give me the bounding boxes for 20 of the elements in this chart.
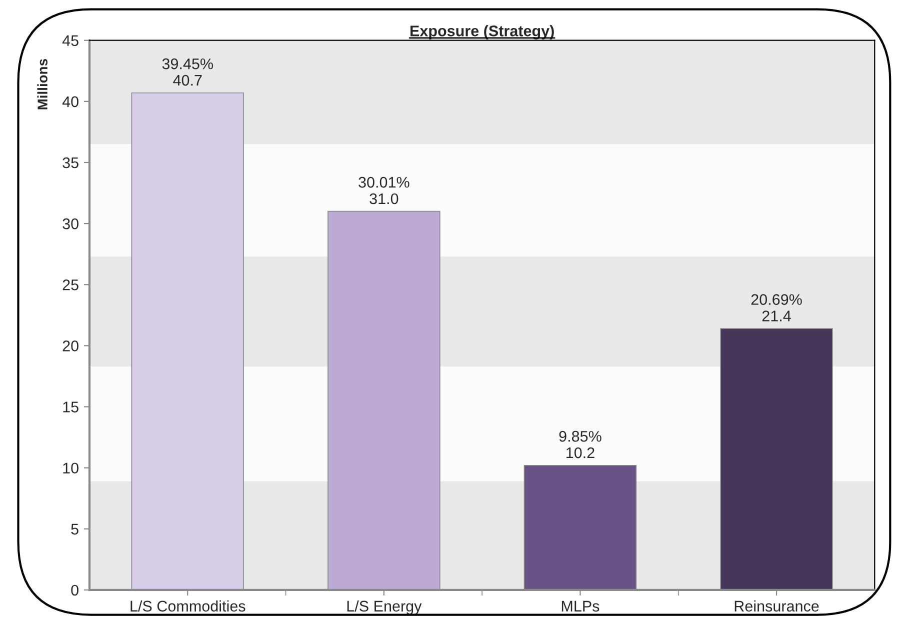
x-tick-label: L/S Energy <box>347 600 422 615</box>
data-label: 39.45% 40.7 <box>162 58 213 86</box>
y-tick-label: 5 <box>71 524 78 535</box>
y-tick-label: 35 <box>62 157 78 168</box>
y-tick-label: 45 <box>62 35 78 46</box>
y-axis-title: Millions <box>37 59 48 110</box>
y-tick-label: 25 <box>62 279 78 290</box>
chart-title: Exposure (Strategy) <box>410 25 554 40</box>
y-tick-label: 10 <box>63 462 78 474</box>
data-label: 9.85% 10.2 <box>559 430 602 458</box>
data-label: 30.01% 31.0 <box>358 176 410 204</box>
data-label: 20.69% 21.4 <box>751 294 802 322</box>
y-tick-label: 20 <box>62 340 78 352</box>
x-tick-label: Reinsurance <box>734 600 819 612</box>
y-tick-label: 40 <box>62 96 78 108</box>
y-tick-label: 30 <box>62 218 78 230</box>
x-tick-label: L/S Commodities <box>130 600 246 612</box>
y-tick-label: 0 <box>71 584 78 596</box>
y-tick-label: 15 <box>63 402 78 412</box>
x-tick-label: MLPs <box>562 600 600 612</box>
